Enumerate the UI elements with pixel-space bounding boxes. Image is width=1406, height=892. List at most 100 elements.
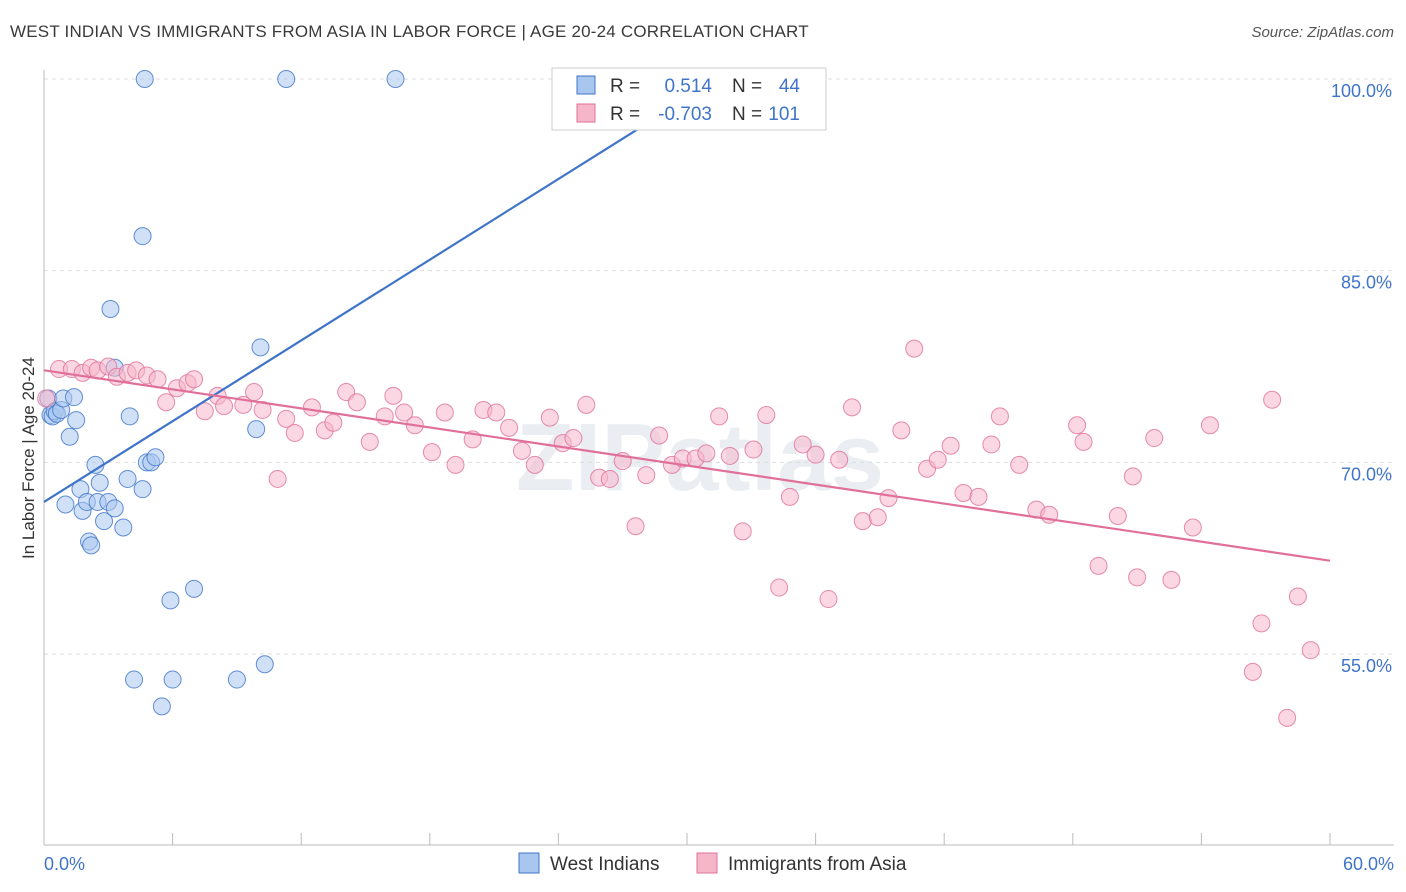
data-point — [245, 383, 264, 402]
data-point — [744, 440, 763, 459]
data-point — [1108, 507, 1127, 525]
data-point — [422, 443, 441, 462]
trend-line-0 — [43, 70, 731, 503]
legend-swatch-blue — [576, 75, 596, 95]
data-point — [512, 441, 531, 460]
stats-r-label-0: R = — [610, 76, 640, 97]
data-point — [564, 429, 583, 448]
data-point — [819, 590, 838, 609]
y-tick-labels: 55.0% 70.0% 85.0% 100.0% — [1331, 81, 1392, 676]
data-point — [125, 670, 144, 689]
data-point — [67, 411, 86, 430]
data-point — [114, 518, 133, 537]
data-point — [1263, 390, 1282, 409]
data-point — [500, 418, 519, 437]
data-point — [905, 339, 924, 358]
y-tick-label: 70.0% — [1341, 464, 1392, 484]
data-point — [384, 386, 403, 405]
data-point — [255, 655, 274, 674]
data-point — [1123, 467, 1142, 486]
data-point — [1162, 570, 1181, 589]
data-point — [133, 227, 152, 246]
data-point — [277, 70, 296, 88]
data-point — [969, 487, 988, 506]
data-point — [1288, 587, 1307, 606]
data-point — [435, 403, 454, 422]
data-point — [161, 591, 180, 610]
data-point — [118, 469, 137, 488]
data-point — [954, 484, 973, 502]
data-point — [268, 469, 287, 488]
source-label: Source: ZipAtlas.com — [1251, 24, 1394, 41]
data-point — [285, 423, 304, 442]
data-point — [60, 427, 79, 446]
x-tick-label-max: 60.0% — [1343, 854, 1394, 874]
data-point — [1278, 708, 1297, 727]
data-point — [1089, 556, 1108, 575]
stats-legend: R = 0.514 N = 44 R = -0.703 N = 101 — [551, 67, 827, 131]
data-point — [185, 370, 204, 389]
data-point — [540, 408, 559, 427]
data-point — [868, 508, 887, 527]
data-point — [830, 450, 849, 469]
trend-lines — [43, 70, 1331, 562]
data-point — [247, 420, 266, 439]
data-point — [82, 536, 101, 555]
data-point — [37, 389, 56, 408]
data-point — [56, 495, 75, 514]
data-point — [780, 487, 799, 506]
legend-marker-west-indians — [518, 852, 540, 874]
chart-title: WEST INDIAN VS IMMIGRANTS FROM ASIA IN L… — [10, 22, 809, 41]
data-point — [446, 455, 465, 474]
data-point — [650, 426, 669, 445]
data-point — [302, 398, 321, 417]
data-point — [251, 338, 270, 357]
stats-legend-box — [551, 67, 827, 131]
data-point — [1010, 455, 1029, 474]
legend-label-west-indians: West Indians — [550, 854, 659, 875]
data-point — [146, 448, 165, 467]
data-point — [1128, 568, 1147, 587]
data-point — [577, 395, 596, 414]
x-axis-ticks — [43, 833, 1331, 845]
data-point — [324, 413, 343, 432]
data-point — [1200, 416, 1219, 435]
stats-n-value-1: 101 — [768, 104, 800, 125]
data-point — [637, 466, 656, 485]
data-point — [1243, 662, 1262, 681]
data-point — [90, 473, 109, 492]
data-point — [879, 489, 898, 508]
y-tick-label: 100.0% — [1331, 81, 1392, 101]
y-tick-label: 55.0% — [1341, 656, 1392, 676]
data-point — [152, 697, 171, 716]
y-tick-label: 85.0% — [1341, 273, 1392, 293]
data-point — [853, 512, 872, 531]
data-point — [1252, 614, 1271, 633]
data-point — [733, 522, 752, 541]
data-point — [195, 402, 214, 421]
legend-marker-immigrants-from-asia — [696, 852, 718, 874]
data-point — [157, 393, 176, 412]
data-point — [227, 670, 246, 689]
stats-r-label-1: R = — [610, 104, 640, 125]
data-point — [757, 406, 776, 425]
data-point — [133, 480, 152, 499]
data-point — [600, 469, 619, 488]
grid-lines — [44, 78, 1394, 655]
data-point — [770, 578, 789, 597]
x-tick-label-min: 0.0% — [44, 854, 85, 874]
data-point — [892, 421, 911, 440]
data-point — [793, 435, 812, 454]
stats-r-value-1: -0.703 — [658, 104, 712, 125]
series-immigrants-from-asia — [37, 339, 1320, 727]
data-point — [1183, 518, 1202, 537]
data-point — [360, 432, 379, 451]
data-point — [1068, 416, 1087, 435]
data-point — [95, 512, 114, 531]
data-point — [105, 499, 124, 518]
data-point — [982, 435, 1001, 454]
data-point — [626, 517, 645, 536]
data-point — [525, 455, 544, 474]
data-point — [1145, 429, 1164, 448]
